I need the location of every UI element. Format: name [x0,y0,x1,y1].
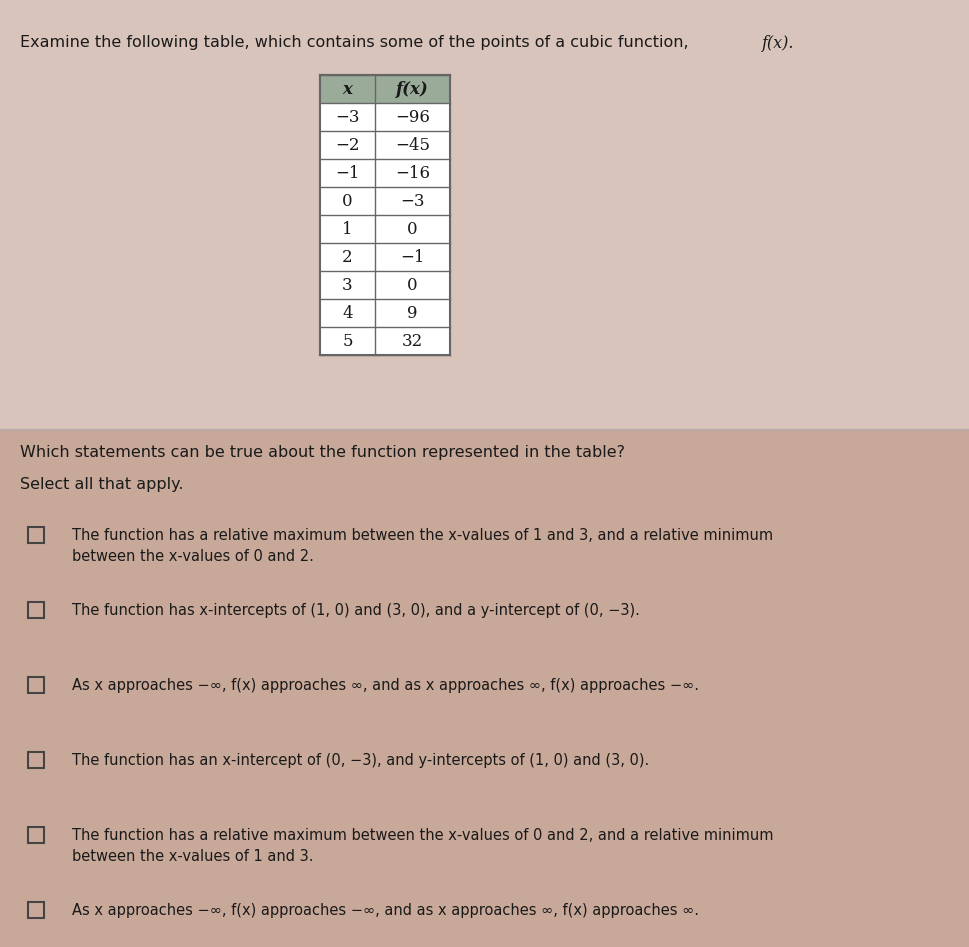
FancyBboxPatch shape [320,103,450,131]
Text: As x approaches −∞, f(x) approaches ∞, and as x approaches ∞, f(x) approaches −∞: As x approaches −∞, f(x) approaches ∞, a… [72,678,699,693]
Text: Which statements can be true about the function represented in the table?: Which statements can be true about the f… [20,445,625,460]
Text: −3: −3 [400,192,424,209]
Text: The function has an x-intercept of (0, −3), and y-intercepts of (1, 0) and (3, 0: The function has an x-intercept of (0, −… [72,753,649,768]
Text: 9: 9 [407,305,418,321]
FancyBboxPatch shape [320,327,450,355]
Text: 0: 0 [342,192,353,209]
FancyBboxPatch shape [320,271,450,299]
Text: f(x): f(x) [396,80,429,98]
Text: 4: 4 [342,305,353,321]
Text: −1: −1 [400,248,424,265]
FancyBboxPatch shape [320,75,450,355]
Text: −3: −3 [335,109,359,126]
FancyBboxPatch shape [320,159,450,187]
Text: −16: −16 [395,165,430,182]
Text: 2: 2 [342,248,353,265]
Text: 32: 32 [402,332,423,349]
Text: As x approaches −∞, f(x) approaches −∞, and as x approaches ∞, f(x) approaches ∞: As x approaches −∞, f(x) approaches −∞, … [72,903,699,918]
Text: The function has a relative maximum between the x-values of 0 and 2, and a relat: The function has a relative maximum betw… [72,828,773,864]
FancyBboxPatch shape [320,187,450,215]
Text: −45: −45 [395,136,430,153]
Text: The function has a relative maximum between the x-values of 1 and 3, and a relat: The function has a relative maximum betw… [72,528,773,564]
Text: Select all that apply.: Select all that apply. [20,477,183,492]
FancyBboxPatch shape [320,215,450,243]
Text: 0: 0 [407,277,418,294]
Text: −1: −1 [335,165,359,182]
Text: 5: 5 [342,332,353,349]
Text: 3: 3 [342,277,353,294]
FancyBboxPatch shape [320,131,450,159]
Text: f(x).: f(x). [762,35,795,52]
FancyBboxPatch shape [0,0,969,430]
Text: 0: 0 [407,221,418,238]
Text: −96: −96 [395,109,430,126]
FancyBboxPatch shape [320,299,450,327]
FancyBboxPatch shape [320,75,450,103]
Text: Examine the following table, which contains some of the points of a cubic functi: Examine the following table, which conta… [20,35,694,50]
Text: −2: −2 [335,136,359,153]
FancyBboxPatch shape [320,243,450,271]
Text: The function has x-intercepts of (1, 0) and (3, 0), and a y-intercept of (0, −3): The function has x-intercepts of (1, 0) … [72,603,640,618]
Text: x: x [343,80,353,98]
Text: 1: 1 [342,221,353,238]
